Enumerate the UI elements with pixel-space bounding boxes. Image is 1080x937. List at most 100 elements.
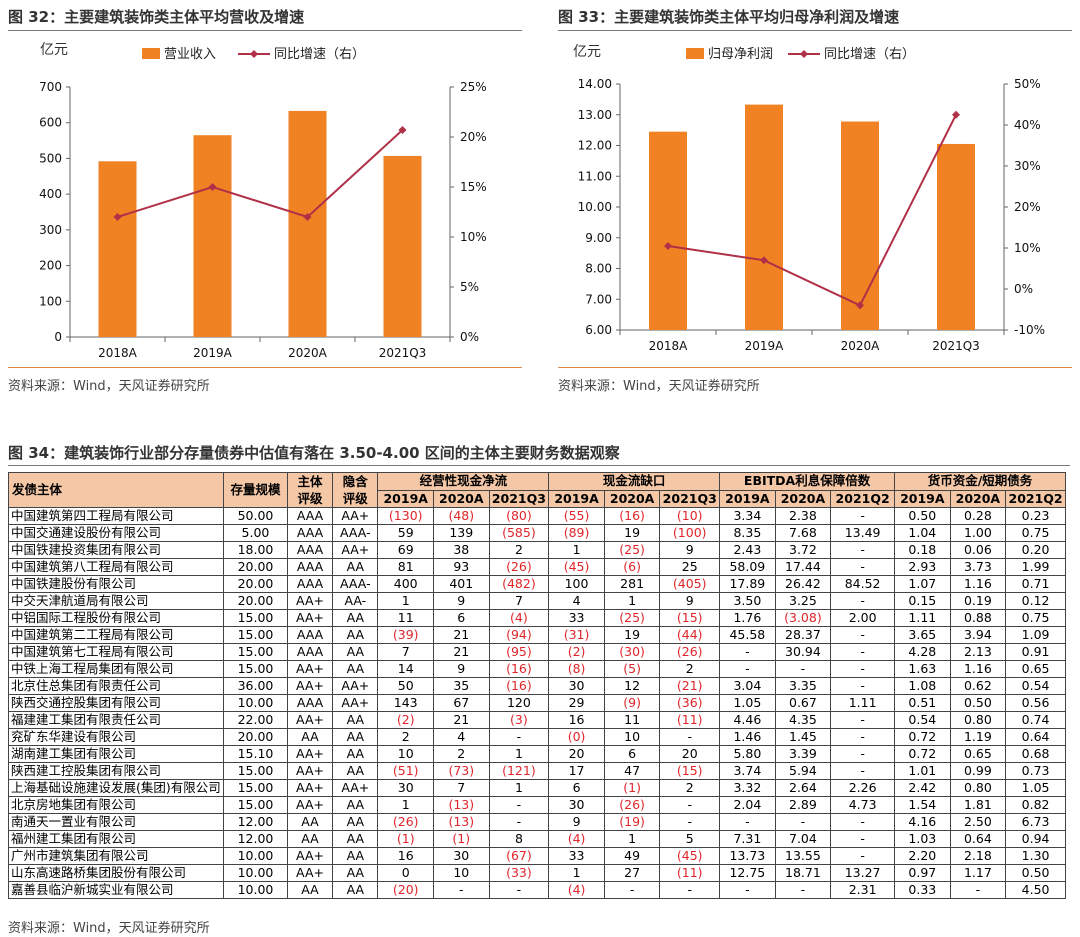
- table-cell: 21: [433, 711, 490, 729]
- bond-issuer-table: 发债主体 存量规模 主体评级 隐含评级 经营性现金净流 现金流缺口 EBITDA…: [7, 472, 1066, 899]
- table-cell: (15): [659, 609, 721, 627]
- table-row: 上海基础设施建设发展(集团)有限公司 15.00 AA+ AA+ 30 7 1 6 (1) 2 3.…: [7, 779, 1066, 797]
- table-cell: 120: [488, 694, 550, 712]
- table-cell: AA+: [332, 541, 379, 559]
- table-cell: (6): [603, 558, 661, 576]
- table-cell: 67: [433, 694, 490, 712]
- table-cell: 0.80: [949, 711, 1007, 729]
- table-row: 北京房地集团有限公司 15.00 AA+ AA 1 (13) -30 (26) -2.04 2.8…: [7, 796, 1066, 814]
- table-cell: 0.64: [949, 830, 1007, 848]
- fig33-source: 资料来源：Wind，天风证券研究所: [558, 379, 760, 394]
- table-cell: 15.00: [223, 660, 288, 678]
- table-cell: 1: [377, 592, 434, 610]
- issuer-name-cell: 中国铁建投资集团有限公司: [7, 541, 225, 559]
- table-cell: (10): [659, 507, 721, 525]
- table-cell: (80): [488, 507, 550, 525]
- fig33-right-tick-label: -10%: [1014, 323, 1045, 337]
- issuer-name-cell: 北京房地集团有限公司: [7, 796, 225, 814]
- table-cell: 0.62: [949, 677, 1007, 695]
- subcol-1-1: 2020A: [603, 489, 661, 508]
- table-cell: 15.00: [223, 643, 288, 661]
- subcol-3-0: 2019A: [894, 489, 951, 508]
- table-source: 资料来源：Wind，天风证券研究所: [8, 921, 210, 936]
- table-cell: 10: [377, 745, 434, 763]
- table-cell: 0.99: [949, 762, 1007, 780]
- table-cell: 30: [377, 779, 434, 797]
- table-cell: -: [830, 813, 896, 831]
- table-cell: AA+: [286, 711, 334, 729]
- table-cell: 10.00: [223, 847, 288, 865]
- table-cell: 1.05: [719, 694, 776, 712]
- fig33-left-tick-label: 11.00: [578, 169, 612, 183]
- table-cell: 17: [548, 762, 605, 780]
- fig32-legend-bar-label: 营业收入: [164, 47, 216, 62]
- table-cell: 3.25: [774, 592, 832, 610]
- table-cell: 27: [603, 864, 661, 882]
- table-cell: 1.11: [894, 609, 951, 627]
- fig32-chart: 亿元 0 100 200 300 400 500 600 700 0% 5% 10% 15% 20% 25…: [39, 42, 487, 360]
- table-cell: 4.16: [894, 813, 951, 831]
- fig33-bar: [649, 131, 687, 330]
- table-cell: AAA-: [332, 575, 379, 593]
- table-cell: 281: [603, 575, 661, 593]
- fig33-legend-bar-swatch: [686, 48, 704, 59]
- table-row: 嘉善县临沪新城实业有限公司 10.00 AA AA (20) - - (4) - - - -2.31 0…: [7, 881, 1066, 899]
- table-cell: 1.09: [1005, 626, 1066, 644]
- subcol-1-0: 2019A: [548, 489, 605, 508]
- table-cell: (121): [488, 762, 550, 780]
- table-cell: 0.68: [1005, 745, 1066, 763]
- fig32-left-tick-label: 0: [54, 330, 62, 344]
- table-cell: 5: [659, 830, 721, 848]
- fig33-left-tick-label: 12.00: [578, 139, 612, 153]
- table-cell: 13.55: [774, 847, 832, 865]
- table-cell: (16): [488, 677, 550, 695]
- table-cell: -: [659, 796, 721, 814]
- issuer-name-cell: 中国交通建设股份有限公司: [7, 524, 225, 542]
- table-cell: -: [830, 643, 896, 661]
- table-cell: 1.19: [949, 728, 1007, 746]
- fig32-left-tick-label: 700: [39, 80, 62, 94]
- table-cell: 2.20: [894, 847, 951, 865]
- table-cell: AA: [332, 643, 379, 661]
- col-stock: 存量规模: [223, 472, 288, 508]
- fig33-right-tick-label: 0%: [1014, 282, 1033, 296]
- table-cell: AA: [332, 609, 379, 627]
- table-cell: (3.08): [774, 609, 832, 627]
- table-cell: AA+: [332, 779, 379, 797]
- table-cell: AA+: [332, 507, 379, 525]
- table-cell: 143: [377, 694, 434, 712]
- table-cell: 0.88: [949, 609, 1007, 627]
- subcol-1-2: 2021Q3: [659, 489, 721, 508]
- fig32-left-tick-label: 600: [39, 116, 62, 130]
- table-cell: (4): [548, 830, 605, 848]
- fig32-left-tick-label: 300: [39, 223, 62, 237]
- fig33-growth-point: [952, 110, 960, 119]
- subcol-3-2: 2021Q2: [1005, 489, 1066, 508]
- table-cell: 0.20: [1005, 541, 1066, 559]
- table-cell: 0.19: [949, 592, 1007, 610]
- fig32-bar: [98, 161, 137, 337]
- table-cell: -: [830, 711, 896, 729]
- table-cell: 15.00: [223, 626, 288, 644]
- issuer-name-cell: 广州市建筑集团有限公司: [7, 847, 225, 865]
- fig32-right-tick-label: 20%: [460, 130, 487, 144]
- table-cell: 10.00: [223, 881, 288, 899]
- table-cell: (45): [659, 847, 721, 865]
- table-cell: 0.50: [894, 507, 951, 525]
- table-cell: 1.54: [894, 796, 951, 814]
- fig32-right-tick-label: 10%: [460, 230, 487, 244]
- table-row: 中铝国际工程股份有限公司 15.00 AA+ AA 11 6 (4) 33 (25) (15) 1.…: [7, 609, 1066, 627]
- table-cell: 2.26: [830, 779, 896, 797]
- table-cell: 5.80: [719, 745, 776, 763]
- table-cell: (13): [433, 796, 490, 814]
- table-cell: 5.94: [774, 762, 832, 780]
- table-cell: 47: [603, 762, 661, 780]
- fig32-growth-point: [303, 213, 312, 221]
- table-cell: (9): [603, 694, 661, 712]
- table-cell: 0.28: [949, 507, 1007, 525]
- table-cell: AA+: [286, 779, 334, 797]
- table-cell: 45.58: [719, 626, 776, 644]
- table-row: 中国建筑第二工程局有限公司 15.00 AAA AA (39) 21 (94) (31) 19(…: [7, 626, 1066, 644]
- table-cell: (95): [488, 643, 550, 661]
- fig33-title-rule: [558, 30, 1072, 31]
